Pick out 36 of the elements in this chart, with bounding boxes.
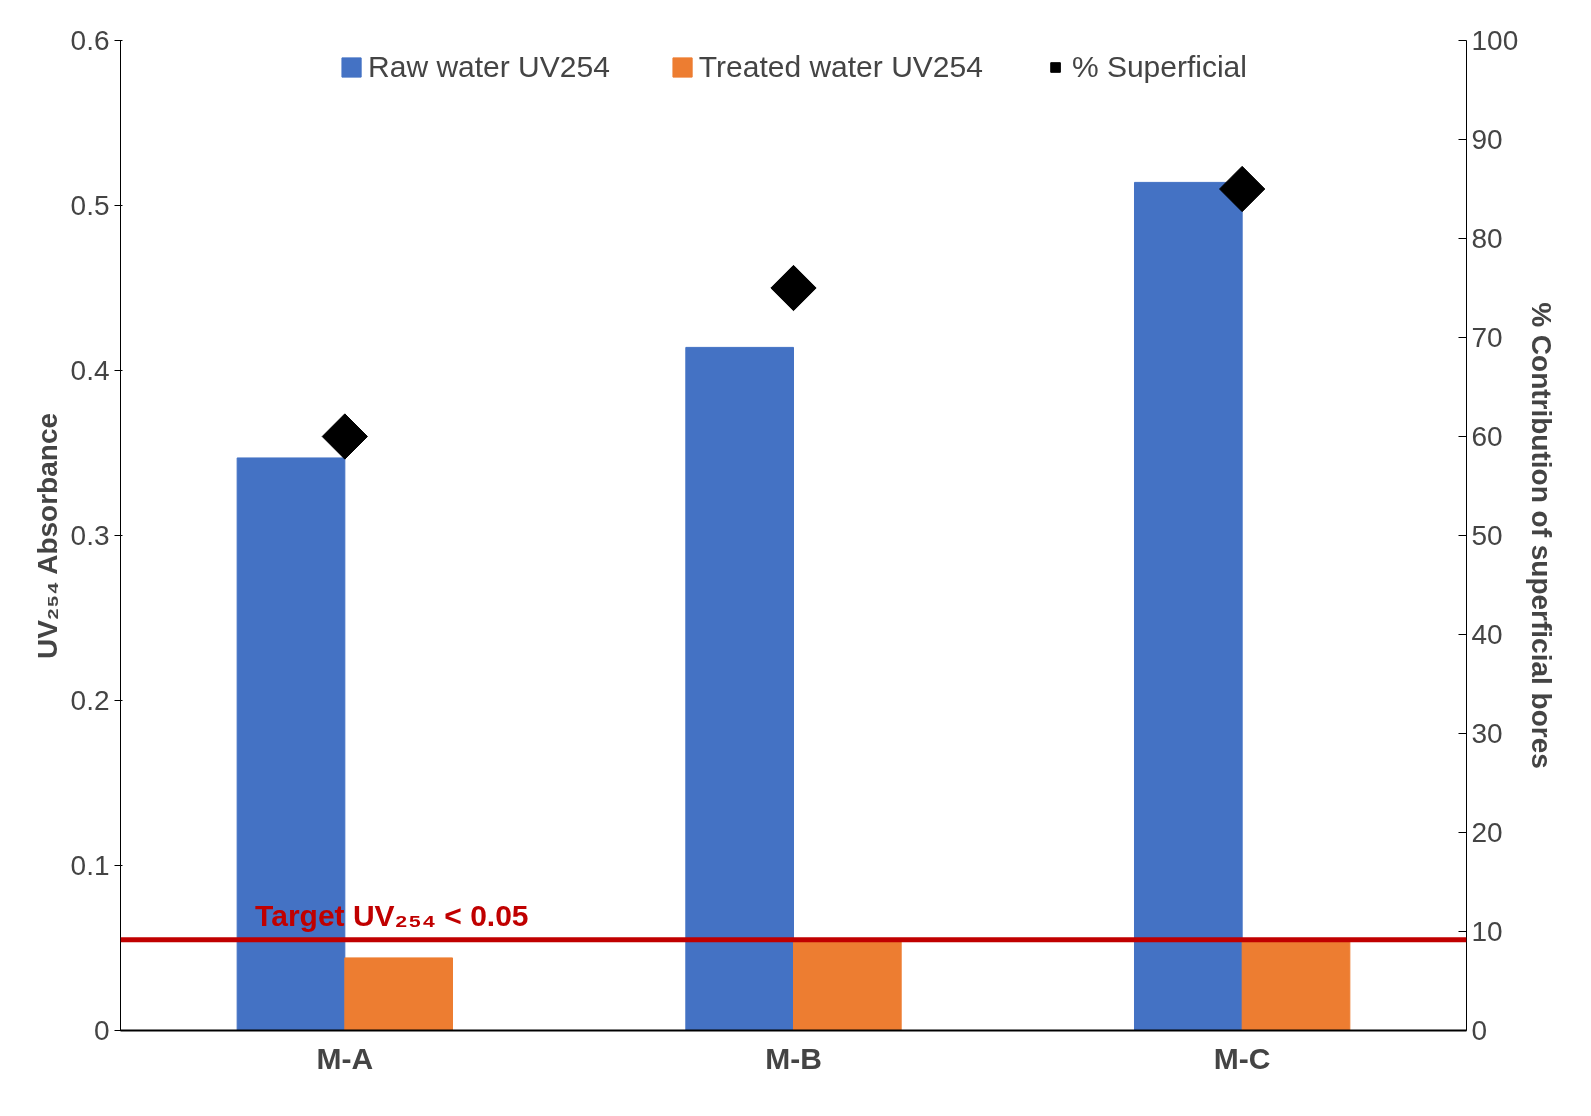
y-tick-label: 0.4 (70, 355, 110, 386)
bar (793, 940, 902, 1031)
y2-axis-title: % Contribution of superficial bores (1526, 302, 1558, 769)
point (321, 413, 368, 460)
y-tick-label: 0.1 (70, 850, 110, 881)
y-tick-label: 0.6 (70, 25, 110, 56)
y-tick-label: 0.2 (70, 685, 110, 716)
ref-line-label: Target UV₂₅₄ < 0.05 (255, 898, 529, 932)
y2-tick-label: 70 (1471, 322, 1503, 353)
bar (344, 957, 454, 1031)
y2-tick-label: 60 (1471, 421, 1503, 452)
bar (1241, 940, 1351, 1031)
point (770, 264, 817, 312)
y2-tick-label: 80 (1471, 223, 1503, 254)
y2-tick-label: 0 (1471, 1015, 1488, 1046)
legend-label: Treated water UV254 (698, 50, 983, 84)
point (1219, 165, 1266, 213)
y2-tick-label: 100 (1471, 25, 1519, 56)
x-tick-label: M-B (765, 1041, 822, 1075)
legend-label: % Superficial (1071, 50, 1247, 84)
y2-tick-label: 20 (1471, 817, 1503, 848)
y2-tick-label: 40 (1471, 619, 1503, 650)
bar (1133, 181, 1243, 1031)
y-tick-label: 0 (93, 1015, 110, 1046)
bar (685, 346, 794, 1031)
y-axis-title: UV₂₅₄ Absorbance (31, 412, 63, 660)
y2-tick-label: 90 (1471, 124, 1503, 155)
x-tick-label: M-A (316, 1041, 374, 1075)
bar (236, 457, 346, 1031)
y2-tick-label: 10 (1471, 916, 1503, 947)
y2-tick-label: 30 (1471, 718, 1503, 749)
y2-tick-label: 50 (1471, 520, 1503, 551)
legend-label: Raw water UV254 (368, 50, 610, 84)
x-tick-label: M-C (1213, 1041, 1271, 1075)
y-tick-label: 0.5 (70, 190, 110, 221)
y-tick-label: 0.3 (70, 520, 110, 551)
